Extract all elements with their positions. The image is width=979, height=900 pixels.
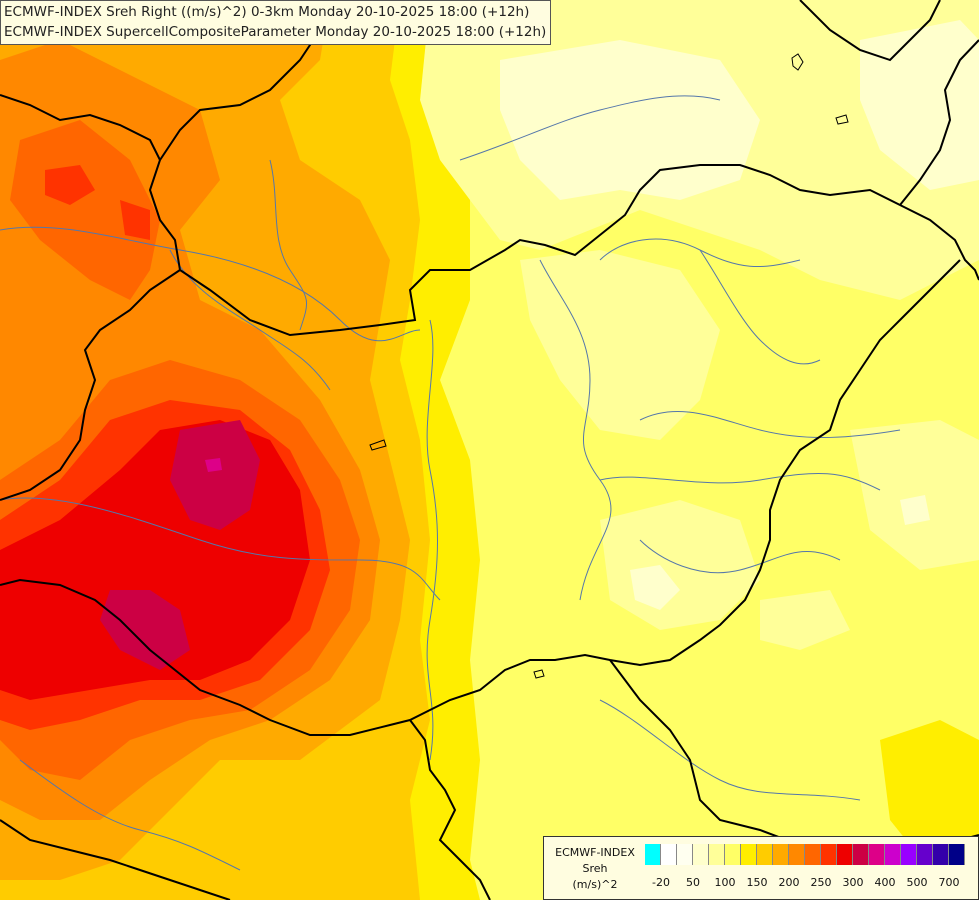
field-magenta-2 [100, 590, 190, 670]
legend-swatch [869, 844, 885, 865]
legend-swatch [805, 844, 821, 865]
field-magenta [170, 420, 260, 530]
legend-label: ECMWF-INDEX Sreh (m/s)^2 [548, 845, 642, 893]
legend-swatches [645, 844, 965, 865]
legend-swatch [885, 844, 901, 865]
legend-swatch [773, 844, 789, 865]
legend-tick-label: 300 [842, 876, 864, 889]
legend-swatch [901, 844, 917, 865]
legend-tick-label: -20 [652, 876, 670, 889]
legend-tick-label: 400 [874, 876, 896, 889]
field-pale-east [520, 250, 720, 440]
legend-tick-label: 150 [746, 876, 768, 889]
field-light-se [630, 565, 680, 610]
rivers [0, 95, 901, 871]
legend-tick-label: 50 [686, 876, 700, 889]
field-pale-far-e [850, 420, 979, 570]
legend-swatch [645, 844, 661, 865]
field-orange-red [10, 120, 160, 300]
legend-swatch [725, 844, 741, 865]
legend-swatch [837, 844, 853, 865]
legend-tick-label: 250 [810, 876, 832, 889]
color-legend: ECMWF-INDEX Sreh (m/s)^2 -20 50 100 150 200 2… [543, 836, 979, 900]
legend-unit: (m/s)^2 [572, 878, 618, 891]
legend-swatch [933, 844, 949, 865]
legend-parameter: Sreh [582, 862, 608, 875]
legend-tick-label: 500 [906, 876, 928, 889]
field-pale-mid [760, 590, 850, 650]
legend-swatch [949, 844, 965, 865]
legend-swatch [821, 844, 837, 865]
field-red-spot-nw2 [120, 200, 150, 240]
map-title-box: ECMWF-INDEX Sreh Right ((m/s)^2) 0-3km M… [0, 0, 552, 45]
legend-swatch [677, 844, 693, 865]
legend-swatch [853, 844, 869, 865]
field-light-ne2 [860, 20, 979, 190]
legend-tick-label: 200 [778, 876, 800, 889]
legend-model: ECMWF-INDEX [555, 846, 635, 859]
legend-swatch [693, 844, 709, 865]
legend-swatch [709, 844, 725, 865]
field-light-far-e [900, 495, 930, 525]
legend-tick-label: 700 [938, 876, 960, 889]
legend-swatch [789, 844, 805, 865]
map-title-line-1: ECMWF-INDEX Sreh Right ((m/s)^2) 0-3km M… [4, 4, 530, 20]
map-title-line-2: ECMWF-INDEX SupercellCompositeParameter … [4, 24, 547, 40]
field-light-ne [500, 40, 760, 200]
lakes [369, 53, 849, 679]
field-magenta-3 [205, 458, 222, 472]
legend-ticks: -20 50 100 150 200 250 300 400 500 700 [645, 875, 975, 891]
field-red-spot-nw [45, 165, 95, 205]
legend-swatch [661, 844, 677, 865]
legend-swatch [741, 844, 757, 865]
field-gold-se [880, 720, 979, 870]
legend-tick-label: 100 [714, 876, 736, 889]
legend-swatch [917, 844, 933, 865]
legend-swatch [757, 844, 773, 865]
